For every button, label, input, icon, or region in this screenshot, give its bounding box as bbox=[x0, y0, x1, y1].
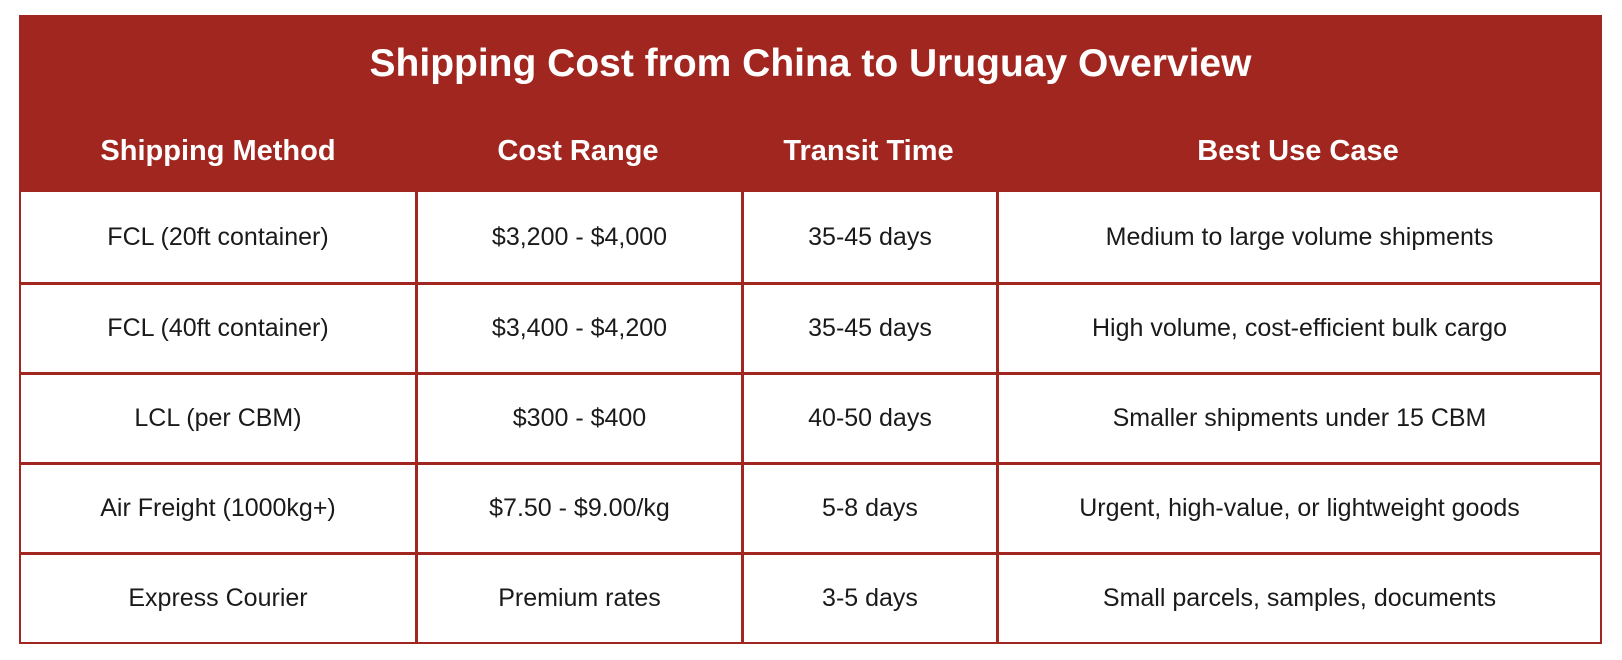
table-header-row: Shipping Method Cost Range Transit Time … bbox=[21, 110, 1600, 192]
header-shipping-method: Shipping Method bbox=[100, 134, 336, 167]
cell-best-use-case: High volume, cost-efficient bulk cargo bbox=[996, 285, 1600, 372]
table-body: FCL (20ft container) $3,200 - $4,000 35-… bbox=[21, 192, 1600, 642]
cell-cost-range: Premium rates bbox=[415, 555, 741, 642]
cell-shipping-method: Express Courier bbox=[128, 584, 308, 612]
cell-cost-range: $7.50 - $9.00/kg bbox=[415, 465, 741, 552]
header-best-use-case: Best Use Case bbox=[1197, 134, 1399, 167]
table-row: Air Freight (1000kg+) $7.50 - $9.00/kg 5… bbox=[21, 462, 1600, 552]
cell-shipping-method: FCL (40ft container) bbox=[107, 314, 329, 342]
header-cost-range: Cost Range bbox=[497, 134, 659, 167]
table-row: FCL (40ft container) $3,400 - $4,200 35-… bbox=[21, 282, 1600, 372]
cell-transit-time: 5-8 days bbox=[741, 465, 996, 552]
cell-best-use-case: Medium to large volume shipments bbox=[996, 192, 1600, 282]
cell-cost-range: $3,200 - $4,000 bbox=[415, 192, 741, 282]
table-title: Shipping Cost from China to Uruguay Over… bbox=[21, 17, 1600, 110]
cell-cost-range: $3,400 - $4,200 bbox=[415, 285, 741, 372]
cell-transit-time: 35-45 days bbox=[741, 285, 996, 372]
table-row: Express Courier Premium rates 3-5 days S… bbox=[21, 552, 1600, 642]
cell-shipping-method: Air Freight (1000kg+) bbox=[100, 494, 336, 522]
header-transit-time: Transit Time bbox=[783, 134, 954, 167]
cell-transit-time: 3-5 days bbox=[741, 555, 996, 642]
cell-best-use-case: Small parcels, samples, documents bbox=[996, 555, 1600, 642]
cell-transit-time: 35-45 days bbox=[741, 192, 996, 282]
cell-best-use-case: Urgent, high-value, or lightweight goods bbox=[996, 465, 1600, 552]
table-row: FCL (20ft container) $3,200 - $4,000 35-… bbox=[21, 192, 1600, 282]
cell-shipping-method: LCL (per CBM) bbox=[134, 404, 302, 432]
cell-best-use-case: Smaller shipments under 15 CBM bbox=[996, 375, 1600, 462]
cell-shipping-method: FCL (20ft container) bbox=[107, 222, 329, 251]
cell-cost-range: $300 - $400 bbox=[415, 375, 741, 462]
shipping-cost-table: Shipping Cost from China to Uruguay Over… bbox=[19, 15, 1602, 644]
table-row: LCL (per CBM) $300 - $400 40-50 days Sma… bbox=[21, 372, 1600, 462]
cell-transit-time: 40-50 days bbox=[741, 375, 996, 462]
